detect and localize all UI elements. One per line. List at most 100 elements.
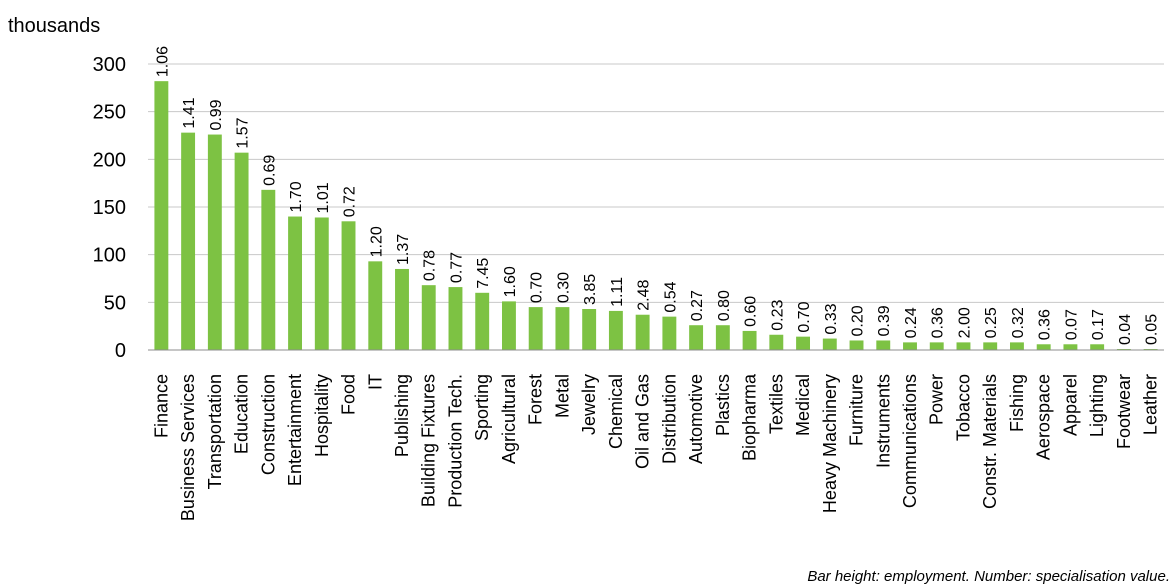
x-category-label: Distribution [659,374,679,464]
bar [1036,344,1051,350]
x-category-label: Furniture [847,374,867,446]
x-category-label: Transportation [205,374,225,489]
bar [528,307,543,350]
y-tick-label: 100 [93,245,126,267]
x-category-label: Aerospace [1034,374,1054,460]
bar [956,342,971,350]
footnote: Bar height: employment. Number: speciali… [807,568,1170,585]
data-label: 0.39 [876,305,893,336]
data-label: 0.04 [1117,314,1134,345]
data-label: 1.57 [235,117,252,148]
y-tick-label: 50 [104,292,126,314]
x-category-label: Publishing [392,374,412,457]
data-label: 1.06 [154,46,171,77]
x-category-label: Hospitality [312,374,332,457]
data-label: 1.20 [368,226,385,257]
bar [181,132,196,350]
x-category-label: Food [339,374,359,415]
bar [207,134,222,350]
data-label: 0.78 [422,250,439,281]
bar [742,330,757,350]
x-category-label: Constr. Materials [980,374,1000,509]
data-label: 2.00 [956,307,973,338]
data-label: 0.70 [796,301,813,332]
bar [1009,342,1024,350]
data-label: 3.85 [582,274,599,305]
x-category-label: Building Fixtures [419,374,439,507]
bar [983,342,998,350]
data-label: 0.70 [529,272,546,303]
bar [662,316,677,350]
data-label: 0.77 [448,252,465,283]
data-label: 1.37 [395,234,412,265]
data-label: 0.24 [903,307,920,338]
x-category-label: Instruments [873,374,893,468]
bar [903,342,917,350]
x-category-label: IT [365,374,385,390]
x-category-label: Forest [526,374,546,425]
data-label: 1.01 [315,182,332,213]
data-label: 1.70 [288,181,305,212]
x-category-label: Business Services [178,374,198,521]
data-label: 0.80 [716,290,733,321]
x-category-label: Fishing [1007,374,1027,432]
x-category-label: Textiles [766,374,786,434]
bar [314,217,329,350]
x-category-label: Medical [793,374,813,436]
data-label: 0.33 [823,303,840,334]
data-label: 0.05 [1144,314,1161,345]
x-category-label: Sporting [472,374,492,441]
bar [849,340,864,350]
data-label: 0.36 [1037,309,1054,340]
data-label: 0.25 [983,307,1000,338]
data-label: 0.99 [208,99,225,130]
x-category-label: Chemical [606,374,626,449]
x-category-label: Apparel [1060,374,1080,436]
x-category-label: Lighting [1087,374,1107,437]
x-category-label: Construction [258,374,278,475]
bar-chart: thousands 0 50 100 150 200 250 300 1.06 1.41 0.9… [8,15,1164,521]
x-category-label: Power [927,374,947,425]
bar [635,314,650,350]
bar [1090,344,1105,350]
x-category-label: Agricultural [499,374,519,464]
bar [715,325,730,350]
bar [555,307,570,350]
bar [288,216,303,350]
y-tick-label: 200 [93,149,126,171]
bars [154,81,1158,350]
bar [929,342,944,350]
x-category-label: Metal [552,374,572,418]
bar [796,336,811,350]
category-labels: Finance Business Services Transportation Ed… [151,373,1160,521]
x-category-label: Oil and Gas [633,374,653,469]
bar [822,338,837,350]
y-axis-ticks: 0 50 100 150 200 250 300 [93,54,126,362]
bar [475,292,490,350]
x-category-label: Finance [151,374,171,438]
bar [876,340,891,350]
data-label: 0.36 [930,307,947,338]
bar [448,287,463,350]
data-label: 0.07 [1063,309,1080,340]
x-category-label: Jewelry [579,374,599,435]
bar [154,81,169,350]
data-label: 0.17 [1090,309,1107,340]
y-tick-label: 250 [93,102,126,124]
y-tick-label: 150 [93,197,126,219]
data-label: 1.60 [502,266,519,297]
data-label: 0.72 [342,186,359,217]
data-label: 2.48 [636,279,653,310]
bar [608,310,623,350]
x-category-label: Footwear [1114,374,1134,449]
bar [368,261,383,350]
bar [501,301,516,350]
data-label: 0.32 [1010,307,1027,338]
x-category-label: Production Tech. [445,374,465,508]
x-category-label: Education [232,374,252,454]
data-label: 0.69 [261,155,278,186]
x-category-label: Leather [1141,374,1161,435]
data-label: 7.45 [475,258,492,289]
x-category-label: Automotive [686,374,706,464]
data-label: 1.11 [609,277,626,307]
